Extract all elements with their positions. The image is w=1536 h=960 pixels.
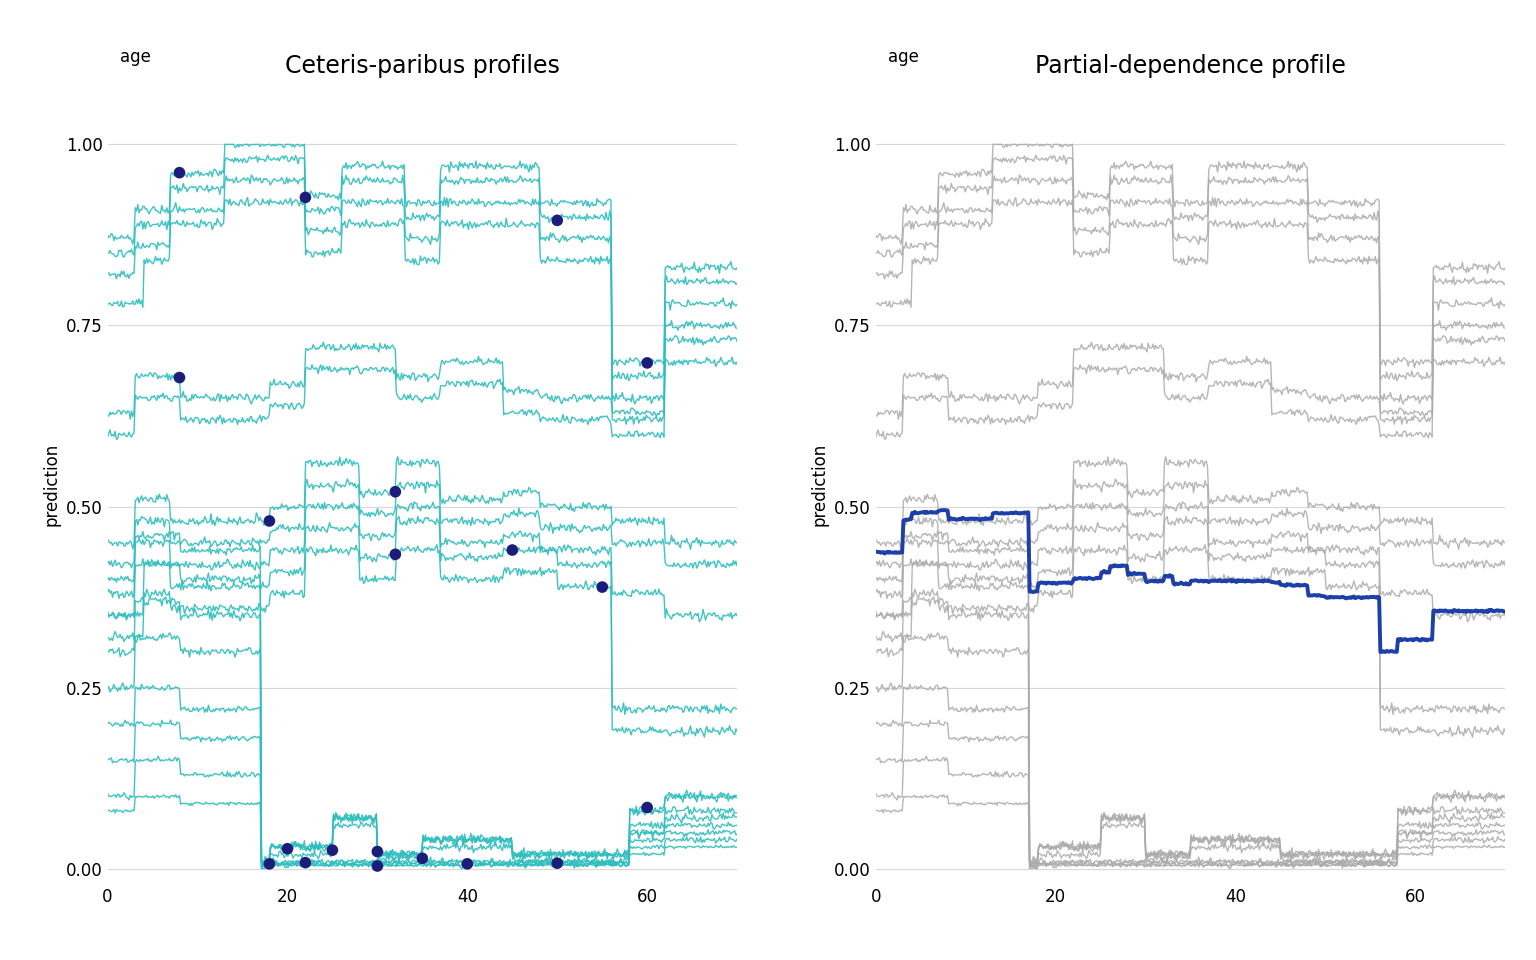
Y-axis label: prediction: prediction [811, 444, 828, 526]
Point [455, 856, 479, 872]
Y-axis label: prediction: prediction [41, 444, 60, 526]
Text: age: age [888, 48, 919, 66]
Point [257, 856, 281, 872]
Point [366, 844, 390, 859]
Point [545, 213, 570, 228]
Point [634, 800, 659, 815]
Point [545, 855, 570, 871]
Point [257, 514, 281, 529]
Point [501, 542, 525, 558]
Title: Partial-dependence profile: Partial-dependence profile [1035, 54, 1346, 78]
Text: age: age [120, 48, 151, 66]
Title: Ceteris-paribus profiles: Ceteris-paribus profiles [284, 54, 559, 78]
Point [634, 355, 659, 371]
Point [382, 546, 407, 562]
Point [293, 190, 318, 205]
Point [410, 851, 435, 866]
Point [275, 841, 300, 856]
Point [293, 855, 318, 871]
Point [319, 843, 344, 858]
Point [366, 858, 390, 874]
Point [590, 580, 614, 595]
Point [382, 484, 407, 499]
Point [167, 165, 192, 180]
Point [167, 370, 192, 385]
